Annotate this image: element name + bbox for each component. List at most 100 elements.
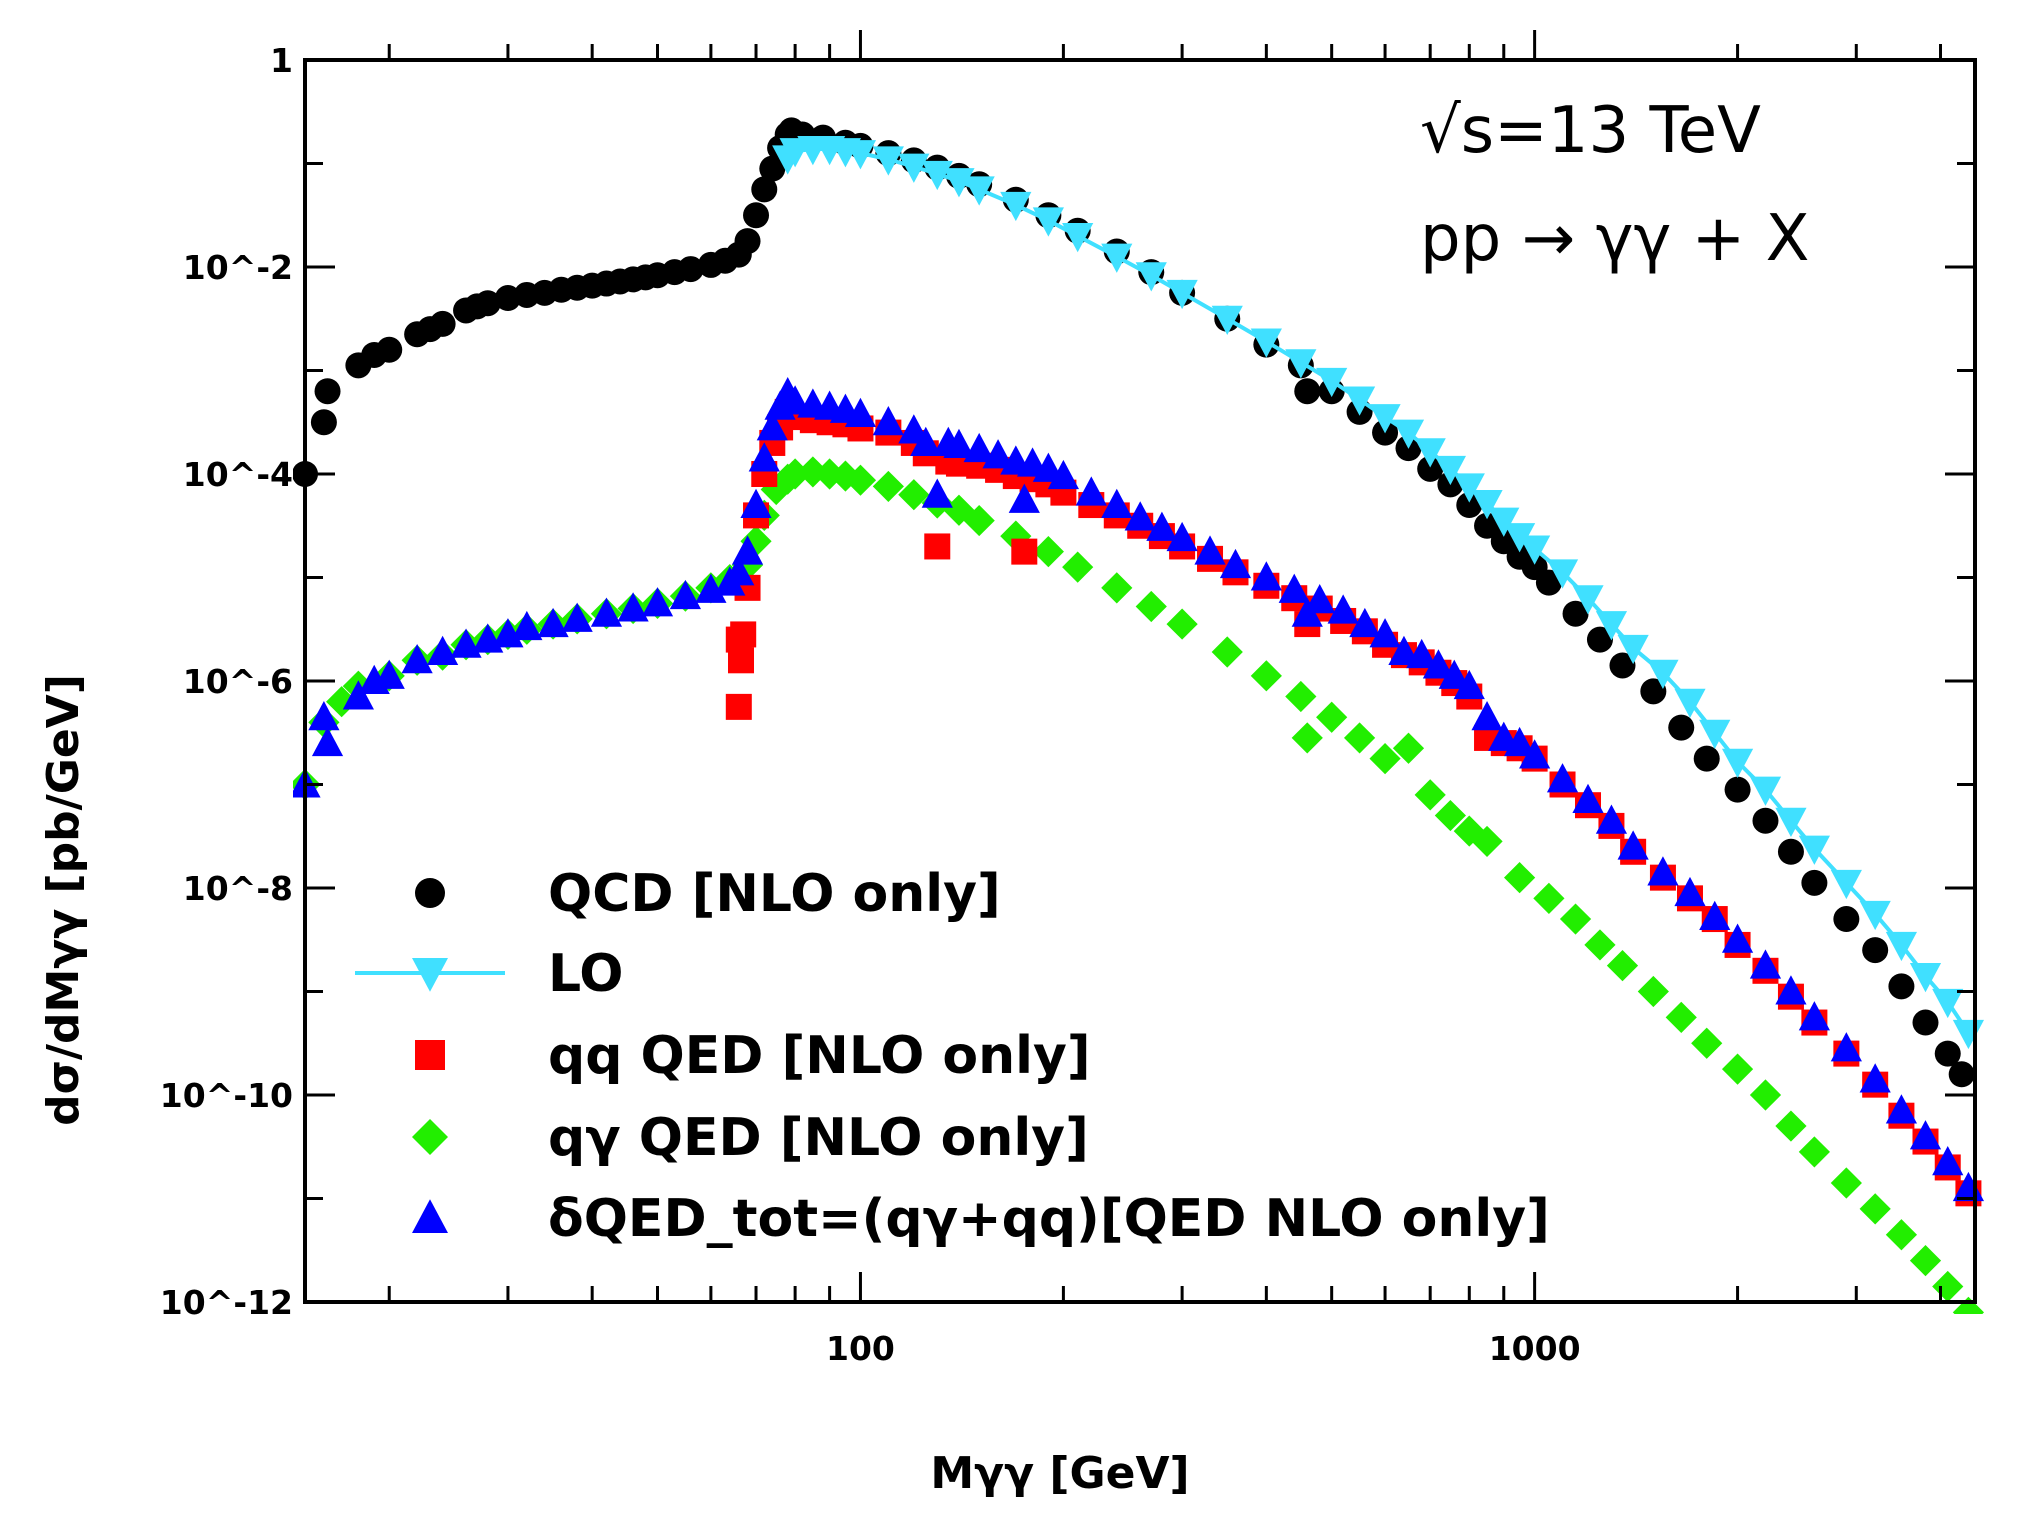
data-point	[1617, 830, 1649, 860]
legend: QCD [NLO only] LO qq QED [NLO only] qγ QED …	[355, 864, 1550, 1249]
data-point	[1075, 476, 1107, 506]
data-point	[1609, 652, 1636, 679]
data-point	[760, 473, 792, 506]
data-point	[963, 176, 995, 206]
data-point	[1504, 523, 1536, 553]
data-point	[1859, 1193, 1891, 1225]
data-point	[1932, 1146, 1964, 1176]
data-point	[1316, 367, 1348, 398]
data-point	[1504, 862, 1536, 894]
data-point	[1519, 535, 1551, 565]
data-point	[1250, 328, 1282, 358]
data-point	[1291, 722, 1323, 754]
data-point	[924, 533, 951, 560]
data-point	[730, 621, 757, 648]
data-point	[1135, 590, 1167, 623]
data-point	[1606, 950, 1639, 982]
data-point	[756, 411, 788, 441]
plot-area	[293, 117, 1985, 1314]
data-point	[1777, 838, 1804, 865]
data-point	[1830, 1167, 1862, 1199]
data-point	[1595, 804, 1628, 834]
data-point	[1414, 438, 1446, 468]
data-point	[1285, 680, 1317, 713]
data-point	[1278, 573, 1310, 603]
data-point	[1859, 1063, 1891, 1093]
data-point	[1909, 1120, 1942, 1150]
data-point	[759, 155, 786, 182]
data-point	[725, 693, 752, 720]
x-tick-label: 1000	[1489, 1329, 1581, 1368]
data-point	[1862, 937, 1889, 964]
y-tick-label: 10^-10	[160, 1076, 293, 1115]
data-point	[1721, 1053, 1754, 1085]
series-triangle-up	[293, 377, 1985, 1202]
data-point	[310, 409, 337, 436]
data-point	[731, 535, 764, 565]
data-point	[401, 644, 433, 674]
data-point	[376, 336, 403, 363]
data-point	[1885, 931, 1918, 962]
legend-label: δQED_tot=(qγ+qq)[QED NLO only]	[548, 1189, 1550, 1249]
legend-marker	[412, 1199, 448, 1233]
data-point	[1833, 906, 1860, 933]
data-point	[1434, 799, 1466, 832]
data-point	[1343, 386, 1376, 416]
data-point	[1471, 825, 1503, 858]
data-point	[963, 504, 995, 537]
data-point	[1562, 600, 1589, 627]
data-point	[1775, 1110, 1807, 1142]
x-axis-label: Mγγ [GeV]	[930, 1448, 1189, 1499]
data-point	[1166, 279, 1198, 310]
data-point	[898, 479, 930, 511]
data-point	[1135, 262, 1167, 292]
data-point	[1637, 975, 1669, 1008]
data-point	[1349, 607, 1381, 638]
data-point	[1546, 763, 1579, 793]
legend-label: QCD [NLO only]	[548, 864, 1001, 924]
y-tick-labels: 1 10^-2 10^-4 10^-6 10^-8 10^-10 10^-12	[160, 41, 293, 1322]
data-point	[1674, 876, 1706, 907]
data-point	[1798, 835, 1830, 865]
data-point	[1640, 678, 1667, 705]
data-point	[1047, 459, 1079, 490]
x-tick-label: 100	[826, 1329, 895, 1368]
data-point	[1749, 949, 1782, 979]
data-point	[1909, 962, 1942, 993]
data-point	[1798, 1001, 1830, 1031]
data-point	[1668, 714, 1695, 741]
data-point	[1948, 1061, 1975, 1088]
data-point	[740, 488, 772, 519]
data-point	[1211, 305, 1243, 335]
data-point	[1504, 726, 1536, 757]
data-point	[1438, 659, 1470, 689]
data-point	[1801, 869, 1828, 896]
data-point	[1830, 1032, 1862, 1062]
data-point	[1294, 378, 1321, 405]
data-point	[1584, 929, 1616, 961]
data-point	[1417, 455, 1444, 482]
data-point	[1572, 783, 1604, 814]
data-point	[1211, 636, 1243, 668]
data-point	[474, 290, 501, 317]
y-tick-label: 10^-8	[183, 869, 293, 908]
data-point	[1932, 988, 1964, 1019]
data-point	[537, 607, 569, 638]
data-point	[1316, 701, 1348, 733]
legend-label: qq QED [NLO only]	[548, 1026, 1091, 1086]
data-point	[1166, 521, 1198, 552]
data-point	[1674, 688, 1706, 718]
data-point	[1166, 608, 1198, 640]
legend-label: LO	[548, 944, 624, 1004]
data-point	[1062, 222, 1094, 253]
data-point	[641, 587, 674, 617]
data-point	[921, 478, 953, 508]
data-point	[748, 442, 780, 472]
data-point	[743, 202, 770, 229]
data-point	[1406, 638, 1438, 669]
data-point	[373, 659, 405, 689]
data-point	[1369, 743, 1401, 775]
data-point	[1909, 1245, 1942, 1277]
data-point	[617, 592, 649, 622]
data-point	[1327, 594, 1359, 624]
